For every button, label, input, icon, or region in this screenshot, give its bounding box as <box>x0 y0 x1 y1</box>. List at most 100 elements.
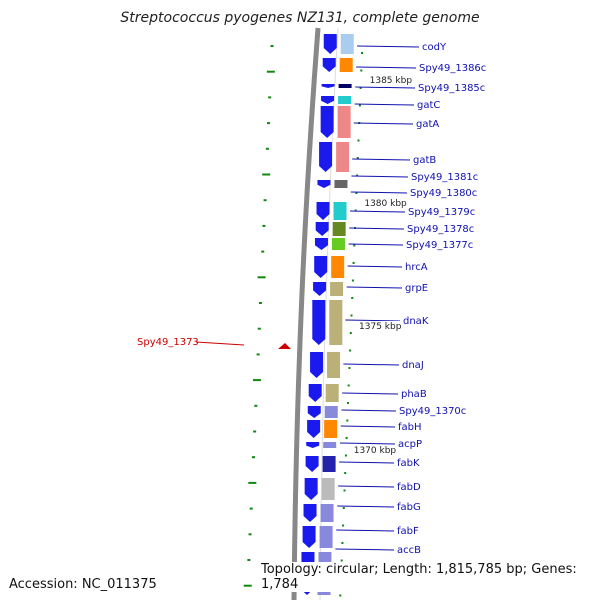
inner-tick <box>351 297 354 299</box>
gene-leader-line <box>354 103 415 106</box>
gene-leader-line <box>349 210 406 213</box>
inner-tick <box>361 52 363 54</box>
gene-arrow[interactable] <box>308 384 322 402</box>
function-bar <box>340 34 354 54</box>
function-bar <box>338 84 352 88</box>
function-bar <box>319 526 333 548</box>
gene-label[interactable]: gatB <box>413 155 436 166</box>
outer-ticks <box>243 45 275 587</box>
outer-tick <box>247 559 251 561</box>
gene-arrow[interactable] <box>320 106 334 138</box>
gene-arrow[interactable] <box>310 352 324 378</box>
gene-label[interactable]: Spy49_1378c <box>407 224 474 235</box>
gene-arrow[interactable] <box>321 96 335 104</box>
inner-tick <box>349 332 352 334</box>
gene-arrow[interactable] <box>304 478 318 500</box>
highlighted-gene[interactable]: Spy49_1373 <box>137 337 291 349</box>
kbp-label-background <box>358 321 403 331</box>
outer-tick <box>253 430 257 433</box>
gene-arrow[interactable] <box>313 282 327 296</box>
inner-tick <box>347 384 350 387</box>
inner-tick <box>358 104 361 107</box>
gene-leader-line <box>357 45 420 48</box>
gene-label[interactable]: codY <box>422 42 447 53</box>
inner-tick <box>347 402 349 404</box>
gene-label[interactable]: accB <box>397 545 421 556</box>
function-bar <box>331 256 345 278</box>
gene-arrow[interactable] <box>315 222 329 236</box>
gene-label[interactable]: fabF <box>397 526 419 537</box>
kbp-label-background <box>368 75 413 85</box>
gene-leader-line <box>352 158 411 161</box>
outer-tick <box>254 404 258 407</box>
inner-tick <box>356 157 359 159</box>
gene-label[interactable]: acpP <box>398 439 422 450</box>
gene-label[interactable]: fabK <box>397 458 420 469</box>
inner-tick <box>342 524 345 527</box>
gene-label[interactable]: Spy49_1386c <box>419 63 486 74</box>
outer-tick <box>243 584 252 587</box>
gene-arrow[interactable] <box>314 256 328 278</box>
gene-label[interactable]: grpE <box>405 283 428 294</box>
gene-arrow[interactable] <box>323 34 337 54</box>
function-bar <box>320 504 334 522</box>
gene-arrow[interactable] <box>307 420 321 438</box>
outer-tick <box>266 70 275 73</box>
gene-label[interactable]: dnaK <box>403 316 429 327</box>
function-bar <box>327 352 341 378</box>
gene-label[interactable]: fabG <box>397 502 421 513</box>
inner-tick <box>342 507 345 509</box>
gene-arrow[interactable] <box>321 84 335 88</box>
highlighted-gene-label[interactable]: Spy49_1373 <box>137 337 199 348</box>
inner-tick <box>346 419 349 422</box>
gene-arrow[interactable] <box>317 180 331 188</box>
inner-tick <box>357 139 360 142</box>
outer-tick <box>270 45 274 47</box>
gene-label[interactable]: Spy49_1377c <box>406 240 473 251</box>
gene-arrow[interactable] <box>303 504 317 522</box>
kbp-marker-label: 1385 kbp <box>370 76 413 86</box>
outer-tick <box>267 122 271 125</box>
gene-arrow[interactable] <box>319 142 333 172</box>
gene-leader-line <box>351 175 409 178</box>
inner-tick <box>353 244 356 247</box>
gene-label[interactable]: hrcA <box>405 262 428 273</box>
gene-label[interactable]: phaB <box>401 389 427 400</box>
gene-label[interactable]: gatC <box>417 100 440 111</box>
gene-label[interactable]: dnaJ <box>402 360 424 371</box>
gene-label[interactable]: Spy49_1379c <box>408 207 475 218</box>
gene-arrow[interactable] <box>302 526 316 548</box>
outer-tick <box>262 173 271 176</box>
outer-tick <box>261 250 265 253</box>
inner-tick <box>343 489 346 492</box>
gene-label[interactable]: gatA <box>416 119 439 130</box>
gene-leader-line <box>338 485 395 488</box>
gene-arrow[interactable] <box>306 442 320 448</box>
gene-label[interactable]: Spy49_1370c <box>399 406 466 417</box>
gene-label[interactable]: Spy49_1385c <box>418 83 485 94</box>
gene-label[interactable]: fabH <box>398 422 422 433</box>
kbp-marker-label: 1375 kbp <box>359 322 402 332</box>
inner-tick <box>349 349 352 352</box>
gene-arrow[interactable] <box>322 58 336 72</box>
function-bar <box>333 202 347 220</box>
gene-arrow[interactable] <box>312 300 326 345</box>
gene-arrow[interactable] <box>307 406 321 418</box>
inner-tick <box>352 262 355 264</box>
inner-tick <box>344 454 347 457</box>
function-bar <box>337 106 351 138</box>
function-bar <box>322 456 336 472</box>
gene-label[interactable]: fabD <box>397 482 421 493</box>
kbp-marker-label: 1370 kbp <box>354 446 397 456</box>
inner-tick <box>344 472 347 474</box>
outer-tick <box>258 302 262 304</box>
gene-arrow[interactable] <box>305 456 319 472</box>
gene-label[interactable]: Spy49_1380c <box>410 188 477 199</box>
gene-arrow[interactable] <box>314 238 328 250</box>
gene-arrow[interactable] <box>316 202 330 220</box>
function-bar <box>334 180 348 188</box>
gene-leader-line <box>339 461 395 464</box>
gene-label[interactable]: Spy49_1381c <box>411 172 478 183</box>
gene-leader-line <box>346 286 403 289</box>
